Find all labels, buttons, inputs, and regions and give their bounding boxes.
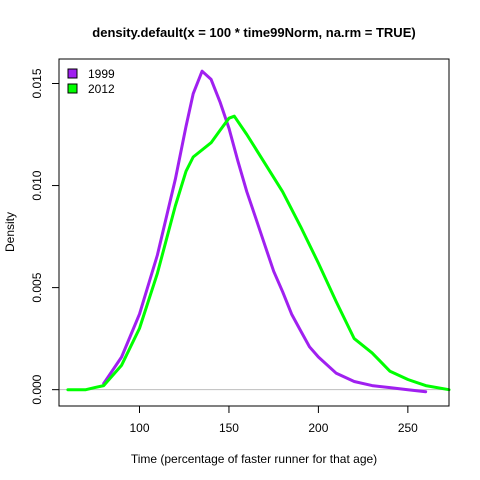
plot-frame	[58, 58, 450, 407]
x-axis: 100 150 200 250	[129, 405, 418, 435]
legend-label-2012: 2012	[88, 82, 115, 96]
x-tick-label: 250	[398, 421, 418, 435]
x-tick-label: 100	[129, 421, 149, 435]
y-tick-label: 0.015	[30, 68, 44, 98]
legend-swatch-1999	[67, 68, 78, 79]
x-axis-label: Time (percentage of faster runner for th…	[131, 452, 377, 466]
x-tick-label: 200	[308, 421, 328, 435]
plot-area	[58, 58, 451, 407]
chart-title: density.default(x = 100 * time99Norm, na…	[92, 25, 415, 40]
y-axis-label: Density	[3, 212, 17, 252]
series-layer	[66, 69, 451, 394]
y-axis: 0.000 0.005 0.010 0.015	[30, 68, 60, 405]
y-tick-label: 0.000	[30, 374, 44, 404]
series-line-2012	[66, 114, 451, 392]
y-tick-label: 0.005	[30, 272, 44, 302]
series-line-1999	[102, 69, 428, 394]
legend-swatch-2012	[67, 83, 78, 94]
y-tick-label: 0.010	[30, 170, 44, 200]
x-tick-label: 150	[219, 421, 239, 435]
legend-label-1999: 1999	[88, 67, 115, 81]
